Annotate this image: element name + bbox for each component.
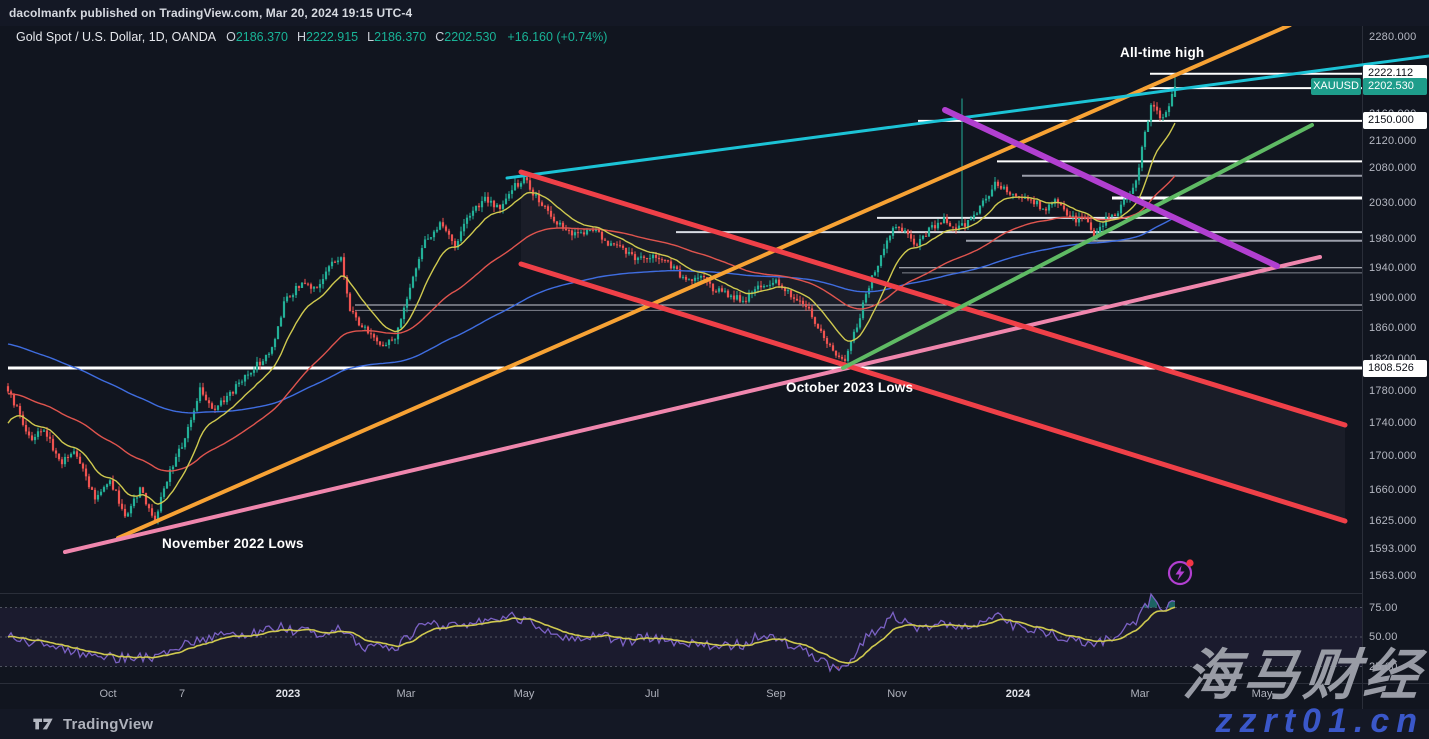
published-bar: dacolmanfx published on TradingView.com,… [0,0,1429,26]
flash-action-icon[interactable] [1166,556,1196,593]
ohlc-high: H2222.915 [296,30,359,44]
rsi-line [7,592,1176,673]
price-scale-label: 2080.000 [1369,162,1417,175]
published-text: dacolmanfx published on TradingView.com,… [9,6,413,20]
tradingview-logo-icon [33,718,53,730]
price-scale-label: 2280.000 [1369,31,1417,44]
time-axis-label: 7 [178,688,186,700]
red-channel-upper [518,169,1348,428]
ohlc-close: C2202.530 [435,30,497,44]
ema-mid [8,175,1176,472]
time-axis-label: Jul [644,688,660,700]
time-axis-label: 2023 [275,688,301,700]
symbol-badge: XAUUSD [1311,77,1361,95]
watermark-cjk-text: 海马财经 [1180,644,1428,706]
symbol-title[interactable]: Gold Spot / U.S. Dollar, 1D, OANDA [16,30,217,44]
price-badge-1808.526: 1808.526 [1363,359,1427,377]
ema-slow [7,216,1176,414]
time-axis-label: Mar [1130,688,1150,700]
time-axis-label: Mar [396,688,416,700]
price-scale-label: 1780.000 [1369,384,1417,397]
time-axis-label: Nov [887,688,907,700]
red-channel-lower [518,261,1348,524]
annotation-november-2022-lows[interactable]: November 2022 Lows [162,536,304,551]
price-scale-label: 1660.000 [1369,484,1417,497]
price-scale-label: 1900.000 [1369,291,1417,304]
price-scale-label: 1563.000 [1369,570,1417,583]
red-channel-fill [521,172,1345,521]
price-scale-separator [1362,26,1363,709]
price-scale-label: 1940.000 [1369,261,1417,274]
watermark-url-text: zzrt01.cn [1215,702,1424,739]
candlestick-series [6,73,1177,525]
price-scale-label: 1860.000 [1369,321,1417,334]
price-scale-label: 1980.000 [1369,232,1417,245]
price-scale-label: 2120.000 [1369,135,1417,147]
symbol-legend[interactable]: Gold Spot / U.S. Dollar, 1D, OANDA O2186… [16,30,607,44]
cyan-resistance-to-all-time-high [505,54,1429,180]
change-percent: +16.160 (+0.74%) [507,30,608,44]
moving-averages [7,122,1176,505]
ascending-orange-from-nov-2022-lows [116,23,1292,540]
trendline-drawings [63,23,1429,554]
rsi-pane-separator[interactable] [0,593,1362,594]
flash-circle [1167,560,1193,586]
price-badge-2202.530: 2202.530 [1363,77,1427,95]
rsi-scale-label: 25.00 [1369,660,1398,673]
horizontal-levels [8,72,1362,370]
price-scale-label: 1593.000 [1369,543,1417,556]
tradingview-brand[interactable]: TradingView [32,714,153,734]
ascending-pink-from-nov-2022-lows [63,255,1322,554]
ema-fast [7,122,1176,505]
time-axis-label: Oct [99,688,117,700]
rsi-signal-line [7,606,1176,664]
price-scale-label: 2030.000 [1369,197,1417,209]
ohlc-low: L2186.370 [367,30,427,44]
time-axis-label: May [1251,688,1273,700]
lightning-bolt-icon [1175,565,1185,581]
ohlc-open: O2186.370 [226,30,288,44]
tradingview-brand-text: TradingView [63,715,154,733]
watermark: 海马财经 zzrt01.cn [1180,644,1428,739]
rsi-scale-label: 75.00 [1369,601,1398,614]
ascending-green-from-oct-2023-lows [841,123,1314,370]
rsi-indicator [7,592,1176,673]
rsi-scale-label: 50.00 [1369,631,1398,643]
notification-dot [1186,559,1194,567]
annotation-all-time-high[interactable]: All-time high [1120,45,1205,60]
price-scale-label: 1740.000 [1369,417,1417,430]
price-scale-label: 1700.000 [1369,450,1417,463]
time-axis-label: Sep [766,688,786,700]
time-axis-separator [0,683,1429,684]
descending-purple [942,107,1280,269]
footer-bar: TradingView [0,709,1429,739]
price-scale-label: 1625.000 [1369,514,1417,527]
time-axis-label: 2024 [1005,688,1031,700]
annotation-october-2023-lows[interactable]: October 2023 Lows [786,380,914,395]
price-badge-2150.000: 2150.000 [1363,112,1427,130]
time-axis-label: May [513,688,535,700]
rsi-background [0,607,1362,667]
